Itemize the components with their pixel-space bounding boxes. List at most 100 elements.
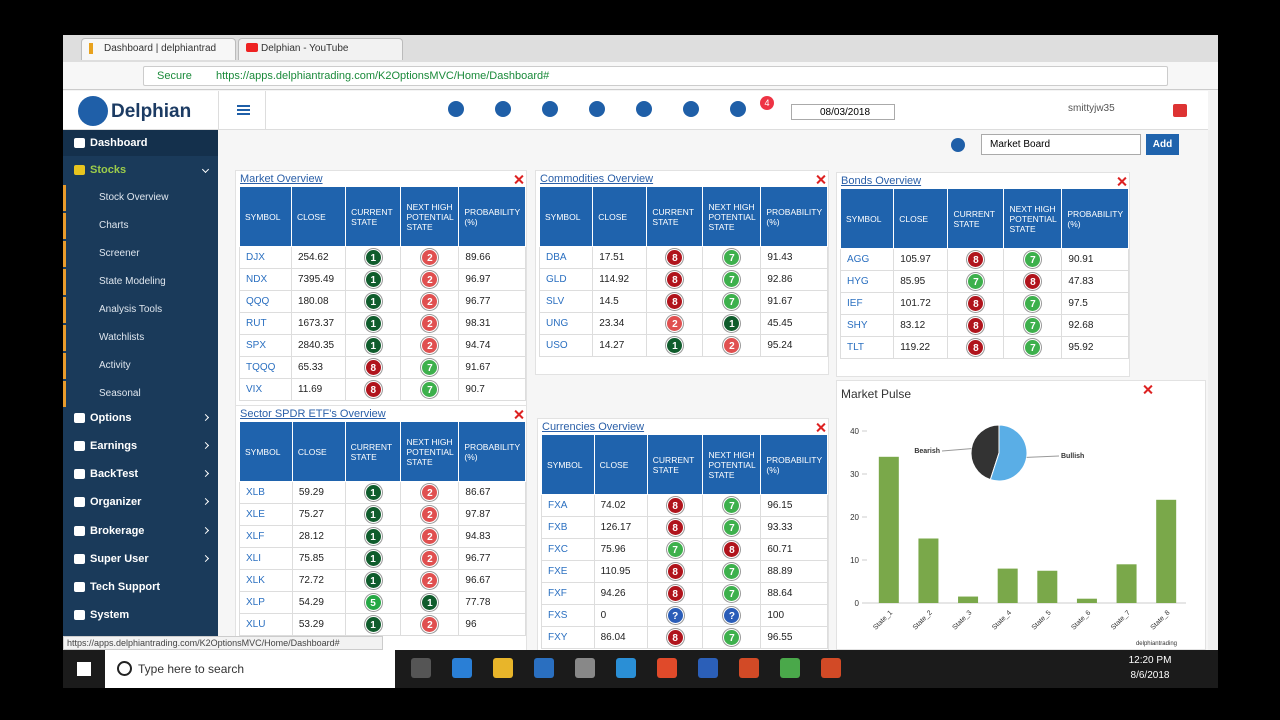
submenu-item[interactable]: Seasonal xyxy=(63,381,218,407)
symbol-link[interactable]: XLE xyxy=(239,503,293,526)
cell: 92.86 xyxy=(760,268,828,291)
tab[interactable]: Dashboard | delphiantrad xyxy=(81,38,236,60)
start-button[interactable] xyxy=(77,662,91,676)
symbol-link[interactable]: FXS xyxy=(541,604,595,627)
close-button[interactable] xyxy=(1117,177,1126,186)
symbol-link[interactable]: TLT xyxy=(839,336,895,359)
search-box[interactable]: Type here to search xyxy=(105,650,395,688)
taskbar-app[interactable] xyxy=(657,658,677,678)
taskbar-app[interactable] xyxy=(698,658,718,678)
submenu-item[interactable]: Charts xyxy=(63,213,218,239)
symbol-link[interactable]: IEF xyxy=(839,292,895,315)
toolbar-icon[interactable] xyxy=(542,101,558,117)
symbol-link[interactable]: FXY xyxy=(541,626,595,649)
menu-item[interactable]: Dashboard xyxy=(63,130,218,156)
close-button[interactable] xyxy=(816,175,825,184)
table-row: XLE 75.27 1 2 97.87 xyxy=(239,503,526,526)
symbol-link[interactable]: XLP xyxy=(239,591,293,614)
taskbar-app[interactable] xyxy=(739,658,759,678)
menu-item[interactable]: BackTest xyxy=(63,461,218,487)
taskbar-app[interactable] xyxy=(534,658,554,678)
submenu-item[interactable]: Watchlists xyxy=(63,325,218,351)
symbol-link[interactable]: FXC xyxy=(541,538,595,561)
symbol-link[interactable]: AGG xyxy=(839,248,895,271)
menu-icon xyxy=(74,526,85,536)
scrollbar[interactable] xyxy=(1208,130,1218,650)
symbol-link[interactable]: QQQ xyxy=(239,290,292,313)
symbol-link[interactable]: DJX xyxy=(239,246,292,269)
board-select[interactable]: Market Board xyxy=(981,134,1141,155)
symbol-link[interactable]: XLI xyxy=(239,547,293,570)
add-button[interactable]: Add xyxy=(1146,134,1179,155)
symbol-link[interactable]: XLK xyxy=(239,569,293,592)
menu-item[interactable]: Super User xyxy=(63,546,218,572)
toolbar-icon[interactable] xyxy=(636,101,652,117)
menu-toggle[interactable] xyxy=(218,91,266,130)
close-button[interactable] xyxy=(514,175,523,184)
symbol-link[interactable]: HYG xyxy=(839,270,895,293)
submenu-item[interactable]: Analysis Tools xyxy=(63,297,218,323)
state-cell: 7 xyxy=(1003,248,1063,271)
submenu-item[interactable]: Stock Overview xyxy=(63,185,218,211)
taskbar-app[interactable] xyxy=(493,658,513,678)
menu-item[interactable]: Earnings xyxy=(63,433,218,459)
close-button[interactable] xyxy=(816,423,825,432)
symbol-link[interactable]: FXF xyxy=(541,582,595,605)
taskbar-app[interactable] xyxy=(780,658,800,678)
submenu-item[interactable]: Activity xyxy=(63,353,218,379)
symbol-link[interactable]: DBA xyxy=(538,246,594,269)
symbol-link[interactable]: FXE xyxy=(541,560,595,583)
state-cell: 1 xyxy=(344,547,402,570)
symbol-link[interactable]: SHY xyxy=(839,314,895,337)
menu-item[interactable]: Stocks xyxy=(63,157,218,183)
taskbar-app[interactable] xyxy=(575,658,595,678)
taskbar-app[interactable] xyxy=(616,658,636,678)
user-name[interactable]: smittyjw35 xyxy=(1068,103,1115,114)
symbol-link[interactable]: NDX xyxy=(239,268,292,291)
submenu-item[interactable]: Screener xyxy=(63,241,218,267)
address-bar[interactable] xyxy=(143,66,1168,86)
symbol-link[interactable]: XLU xyxy=(239,613,293,636)
logout-icon[interactable] xyxy=(1173,104,1187,117)
toolbar-icon[interactable] xyxy=(495,101,511,117)
menu-item[interactable]: Options xyxy=(63,405,218,431)
add-widget-icon[interactable] xyxy=(951,138,965,152)
menu-item[interactable]: System xyxy=(63,602,218,628)
symbol-link[interactable]: XLF xyxy=(239,525,293,548)
submenu-item[interactable]: State Modeling xyxy=(63,269,218,295)
symbol-link[interactable]: GLD xyxy=(538,268,594,291)
state-cell: 2 xyxy=(400,312,460,335)
taskbar-app[interactable] xyxy=(821,658,841,678)
close-button[interactable] xyxy=(514,410,523,419)
symbol-link[interactable]: UNG xyxy=(538,312,594,335)
cell: 97.5 xyxy=(1061,292,1129,315)
symbol-link[interactable]: SPX xyxy=(239,334,292,357)
symbol-link[interactable]: XLB xyxy=(239,481,293,504)
toolbar-icon[interactable] xyxy=(589,101,605,117)
symbol-link[interactable]: VIX xyxy=(239,378,292,401)
symbol-link[interactable]: TQQQ xyxy=(239,356,292,379)
symbol-link[interactable]: USO xyxy=(538,334,594,357)
cell: 28.12 xyxy=(291,525,346,548)
symbol-link[interactable]: FXA xyxy=(541,494,595,517)
menu-item[interactable]: Brokerage xyxy=(63,518,218,544)
state-badge: 7 xyxy=(723,629,741,646)
bar xyxy=(997,568,1018,603)
taskbar-app[interactable] xyxy=(452,658,472,678)
menu-item[interactable]: Organizer xyxy=(63,489,218,515)
toolbar-icon[interactable] xyxy=(730,101,746,117)
symbol-link[interactable]: RUT xyxy=(239,312,292,335)
taskbar-app[interactable] xyxy=(411,658,431,678)
url[interactable]: https://apps.delphiantrading.com/K2Optio… xyxy=(216,70,550,82)
symbol-link[interactable]: FXB xyxy=(541,516,595,539)
tab[interactable]: Delphian - YouTube xyxy=(238,38,403,60)
state-badge: ? xyxy=(723,607,741,624)
pie-leader xyxy=(1026,455,1060,458)
symbol-link[interactable]: SLV xyxy=(538,290,594,313)
cell: 17.51 xyxy=(592,246,648,269)
date-input[interactable]: 08/03/2018 xyxy=(791,104,895,120)
toolbar-icon[interactable] xyxy=(448,101,464,117)
toolbar-icon[interactable] xyxy=(683,101,699,117)
column-header: PROBABILITY (%) xyxy=(458,421,526,482)
menu-item[interactable]: Tech Support xyxy=(63,574,218,600)
